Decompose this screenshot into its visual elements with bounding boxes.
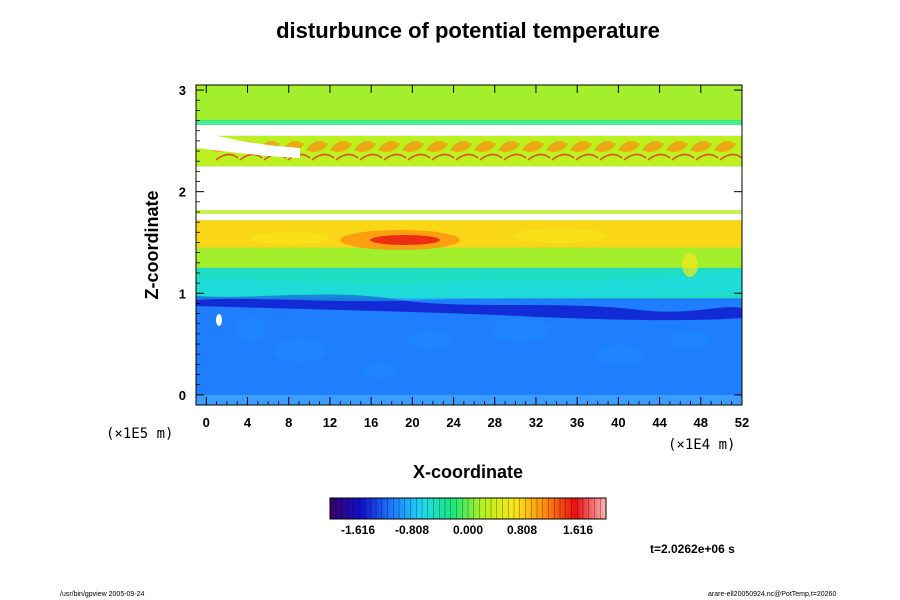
heatmap-feature	[359, 153, 383, 161]
heatmap-feature	[196, 294, 742, 321]
heatmap-band	[196, 85, 742, 121]
heatmap-feature	[196, 270, 742, 302]
heatmap-feature	[196, 210, 742, 214]
heatmap-feature	[546, 141, 568, 152]
x-tick-label: 0	[203, 415, 210, 430]
heatmap-feature	[378, 141, 400, 152]
heatmap-feature	[354, 141, 376, 152]
colorbar-tick-label: 1.616	[563, 523, 593, 537]
heatmap-feature	[522, 141, 544, 152]
heatmap-feature	[527, 153, 551, 161]
heatmap-feature	[306, 141, 328, 152]
heatmap-feature	[510, 229, 610, 243]
x-tick-label: 16	[364, 415, 378, 430]
heatmap-feature	[671, 153, 695, 161]
heatmap-details	[196, 120, 742, 378]
heatmap-feature	[695, 153, 719, 161]
x-tick-label: 40	[611, 415, 625, 430]
y-tick-label: 0	[179, 388, 186, 403]
heatmap-feature	[594, 141, 616, 152]
heatmap-feature	[216, 314, 222, 326]
colorbar-ticks: -1.616 -0.808 0.000 0.808 1.616	[341, 523, 593, 537]
heatmap-feature	[402, 141, 424, 152]
y-scale-label: (×1E5 m)	[106, 426, 173, 442]
heatmap-feature	[498, 141, 520, 152]
x-tick-label: 52	[735, 415, 749, 430]
heatmap-feature	[370, 235, 440, 245]
heatmap-feature	[196, 120, 742, 125]
heatmap-feature	[474, 141, 496, 152]
chart-title: disturbunce of potential temperature	[276, 18, 660, 43]
heatmap-feature	[551, 153, 575, 161]
heatmap-feature	[599, 153, 623, 161]
heatmap-feature	[719, 153, 742, 161]
heatmap-feature	[479, 153, 503, 161]
heatmap-feature	[570, 141, 592, 152]
heatmap-feature	[596, 345, 644, 365]
x-tick-label: 36	[570, 415, 584, 430]
y-tick-label: 3	[179, 83, 186, 98]
heatmap-feature	[408, 330, 452, 350]
heatmap-feature	[455, 153, 479, 161]
heatmap-feature	[690, 141, 712, 152]
y-axis: 0 1 2 3	[179, 83, 742, 403]
x-tick-label: 20	[405, 415, 419, 430]
heatmap-feature	[335, 153, 359, 161]
colorbar-tick-label: -1.616	[341, 523, 375, 537]
heatmap-feature	[426, 141, 448, 152]
heatmap-feature	[682, 253, 698, 277]
colorbar-tick-label: -0.808	[395, 523, 429, 537]
x-tick-label: 12	[323, 415, 337, 430]
heatmap-feature	[250, 232, 330, 244]
heatmap-feature	[383, 153, 407, 161]
x-tick-label: 24	[446, 415, 461, 430]
heatmap-feature	[670, 331, 710, 349]
heatmap-feature	[330, 141, 352, 152]
heatmap-feature	[215, 153, 239, 161]
y-tick-label: 2	[179, 185, 186, 200]
heatmap-feature	[503, 153, 527, 161]
heatmap-feature	[234, 318, 266, 342]
heatmap-feature	[450, 141, 472, 152]
footer-left: /usr/bin/gpview 2005-09-24	[60, 591, 145, 598]
x-tick-label: 28	[488, 415, 502, 430]
heatmap-feature	[575, 153, 599, 161]
colorbar: -1.616 -0.808 0.000 0.808 1.616	[329, 497, 607, 537]
x-tick-label: 48	[694, 415, 708, 430]
y-axis-label: Z-coordinate	[142, 190, 162, 299]
colorbar-frame	[329, 497, 607, 520]
x-scale-label: (×1E4 m)	[668, 437, 735, 453]
plot-frame	[195, 84, 743, 406]
heatmap-feature	[362, 362, 398, 378]
heatmap-feature	[714, 141, 736, 152]
heatmap-feature	[407, 153, 431, 161]
heatmap-feature	[490, 318, 550, 342]
x-tick-label: 4	[244, 415, 252, 430]
heatmap-feature	[311, 153, 335, 161]
heatmap-feature	[239, 153, 263, 161]
heatmap-feature	[666, 141, 688, 152]
time-label: t=2.0262e+06 s	[650, 542, 735, 556]
heatmap-band	[196, 247, 742, 268]
x-tick-label: 32	[529, 415, 543, 430]
colorbar-tick-label: 0.808	[507, 523, 537, 537]
heatmap-feature	[431, 153, 455, 161]
heatmap-feature	[642, 141, 664, 152]
y-tick-label: 1	[179, 286, 186, 301]
heatmap-feature	[647, 153, 671, 161]
heatmap-band	[196, 267, 742, 299]
x-tick-label: 44	[652, 415, 667, 430]
heatmap-feature	[623, 153, 647, 161]
x-axis-label: X-coordinate	[413, 462, 523, 482]
footer-right: arare-ell20050924.nc@PotTemp,t=20260	[708, 591, 836, 598]
heatmap-feature	[618, 141, 640, 152]
x-tick-label: 8	[285, 415, 292, 430]
x-axis: 0 4 8 12 16 20 24 28 32 36 40 44 48 52	[203, 85, 749, 430]
heatmap-plot	[196, 85, 742, 405]
colorbar-stripes	[335, 498, 601, 519]
heatmap-feature	[274, 338, 326, 362]
colorbar-tick-label: 0.000	[453, 523, 483, 537]
heatmap-feature	[196, 130, 300, 158]
